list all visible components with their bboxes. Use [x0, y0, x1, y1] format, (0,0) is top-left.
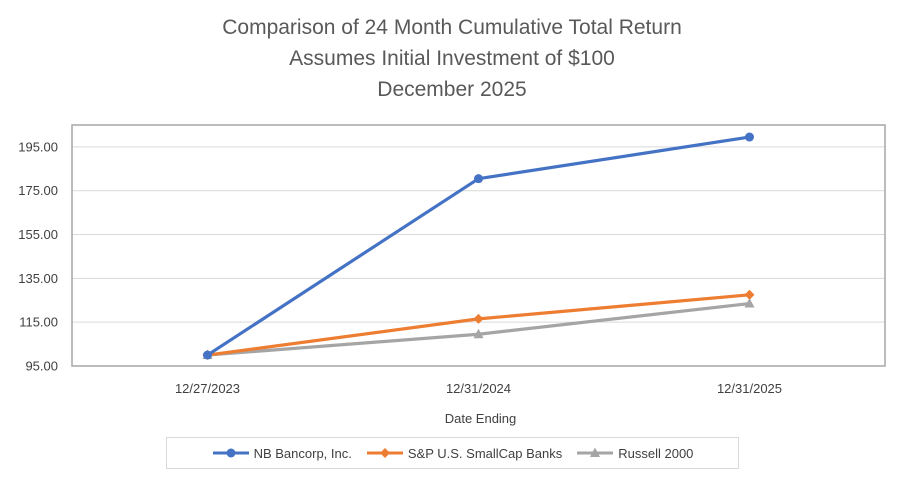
legend-item: NB Bancorp, Inc.: [212, 446, 352, 461]
data-point: [744, 289, 755, 300]
y-tick-label: 195.00: [18, 139, 58, 154]
x-tick-label: 12/31/2024: [446, 381, 511, 396]
y-tick-label: 115.00: [19, 315, 58, 330]
data-point: [744, 298, 755, 308]
data-point: [473, 328, 484, 339]
legend-swatch: [212, 448, 249, 458]
x-tick-label: 12/27/2023: [175, 381, 240, 396]
data-point: [745, 132, 754, 142]
title-line-1: Comparison of 24 Month Cumulative Total …: [222, 16, 682, 39]
chart-legend: NB Bancorp, Inc. S&P U.S. SmallCap Banks R…: [166, 437, 739, 469]
legend-item: Russell 2000: [576, 446, 693, 461]
x-tick-label: 12/31/2025: [717, 381, 782, 396]
legend-swatch: [577, 447, 614, 457]
title-line-3: December 2025: [377, 78, 527, 101]
legend-label: NB Bancorp, Inc.: [253, 445, 352, 461]
title-line-2: Assumes Initial Investment of $100: [289, 47, 615, 70]
data-point: [226, 448, 236, 458]
data-point: [203, 350, 212, 360]
chart-title: Comparison of 24 Month Cumulative Total …: [0, 12, 904, 105]
data-point: [379, 448, 390, 458]
data-point: [473, 313, 484, 324]
data-point: [474, 174, 483, 184]
legend-swatch: [366, 448, 403, 458]
y-tick-label: 95.00: [25, 359, 58, 374]
data-point: [590, 447, 601, 457]
plot-area-border: [71, 124, 886, 367]
y-tick-label: 135.00: [18, 271, 58, 286]
legend-item: S&P U.S. SmallCap Banks: [366, 446, 562, 461]
legend-label: S&P U.S. SmallCap Banks: [407, 445, 563, 461]
legend-label: Russell 2000: [618, 445, 694, 461]
y-tick-label: 175.00: [18, 183, 58, 198]
x-axis-title: Date Ending: [445, 411, 517, 426]
y-tick-label: 155.00: [18, 227, 58, 242]
